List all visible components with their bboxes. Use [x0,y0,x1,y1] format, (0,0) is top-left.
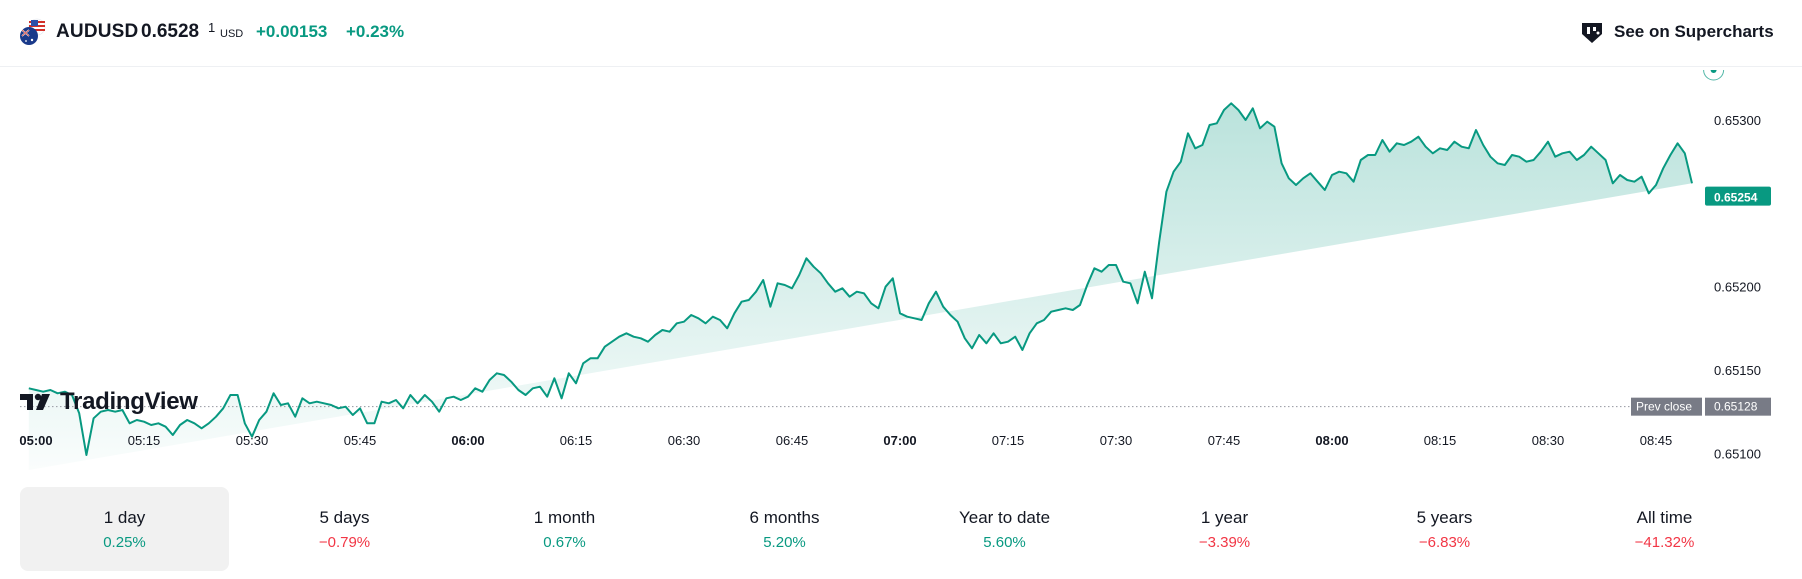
symbol-name: AUDUSD [56,21,139,42]
price-line [28,102,1693,456]
last-point-marker [1710,70,1717,73]
price-currency: USD [220,28,244,40]
prev-close-value-badge [1705,397,1771,416]
period-tab-change: 0.67% [543,533,586,551]
period-tab[interactable]: 1 month 0.67% [460,487,669,571]
period-tab[interactable]: All time −41.32% [1560,487,1769,571]
prev-close-tag [1631,397,1702,416]
period-tab-label: 1 year [1200,507,1249,527]
y-tick-label: 0.65150 [1714,363,1761,378]
last-price-badge-label: 0.65254 [1714,191,1758,205]
price-change-percent: +0.23% [346,22,405,41]
period-tab-label: 6 months [749,507,820,527]
last-price-badge [1705,186,1771,206]
price-last-digit: 1 [208,20,216,35]
period-tab-change: 5.60% [983,533,1026,551]
period-tab-change: −41.32% [1634,533,1695,551]
aud-usd-flag-icon [20,18,46,45]
y-tick-label: 0.65200 [1714,280,1761,295]
price-change-absolute: +0.00153 [256,22,328,41]
period-tab-change: 0.25% [103,533,146,551]
period-tab-label: 5 days [319,507,370,527]
period-tab-label: All time [1636,507,1693,527]
x-tick-label: 05:45 [344,433,377,448]
x-tick-label: 07:30 [1100,433,1133,448]
period-tab-change: −0.79% [318,533,371,551]
period-tab[interactable]: 5 days −0.79% [240,487,449,571]
x-tick-label: 06:30 [668,433,701,448]
tradingview-logo-icon [20,393,50,410]
period-tab[interactable]: 1 year −3.39% [1120,487,1329,571]
x-tick-label: 08:00 [1315,433,1348,448]
tradingview-watermark: TradingView [20,388,198,416]
period-tab-change: 5.20% [763,533,806,551]
prev-close-value-label: 0.65128 [1714,400,1758,414]
price-area-fill [28,103,1692,470]
last-point-halo [1703,70,1725,81]
price-chart-svg[interactable]: 0.65300 0.65200 0.65150 0.65100 05:00 05:15 0… [0,70,1802,470]
prev-close-tag-label: Prev close [1636,400,1692,414]
period-tab-label: 5 years [1416,507,1473,527]
x-tick-label: 07:15 [992,433,1025,448]
supercharts-label: See on Supercharts [1614,22,1774,41]
period-tab[interactable]: Year to date 5.60% [900,487,1109,571]
x-tick-label: 06:15 [560,433,593,448]
x-tick-label: 08:30 [1532,433,1565,448]
supercharts-logo-icon [1582,23,1602,43]
period-tab[interactable]: 1 day 0.25% [20,487,229,571]
current-price: 0.6528 [141,21,200,42]
period-tab[interactable]: 5 years −6.83% [1340,487,1549,571]
y-tick-label: 0.65300 [1714,113,1761,128]
price-chart[interactable]: 0.65300 0.65200 0.65150 0.65100 05:00 05:15 0… [0,70,1802,470]
x-tick-label: 05:30 [236,433,269,448]
period-tab[interactable]: 6 months 5.20% [680,487,889,571]
period-tab-change: −6.83% [1418,533,1471,551]
x-tick-label: 08:45 [1640,433,1673,448]
period-tab-label: Year to date [958,507,1051,527]
tradingview-wordmark: TradingView [60,388,198,415]
period-tab-label: 1 month [533,507,596,527]
x-tick-label: 08:15 [1424,433,1457,448]
x-tick-label: 07:45 [1208,433,1241,448]
period-tab-change: −3.39% [1198,533,1251,551]
performance-periods: 1 day 0.25% 5 days −0.79% 1 month 0.67% 6 mont… [20,487,1780,571]
see-on-supercharts-button[interactable]: See on Supercharts [1578,17,1774,47]
x-tick-label: 05:15 [128,433,161,448]
x-tick-label: 07:00 [883,433,916,448]
x-tick-label: 06:00 [451,433,484,448]
y-tick-label: 0.65100 [1714,446,1761,461]
period-tab-label: 1 day [103,507,146,527]
x-tick-label: 05:00 [19,433,52,448]
x-tick-label: 06:45 [776,433,809,448]
symbol-header: AUDUSD 0.6528 1 USD +0.00153 +0.23% See … [0,0,1802,67]
